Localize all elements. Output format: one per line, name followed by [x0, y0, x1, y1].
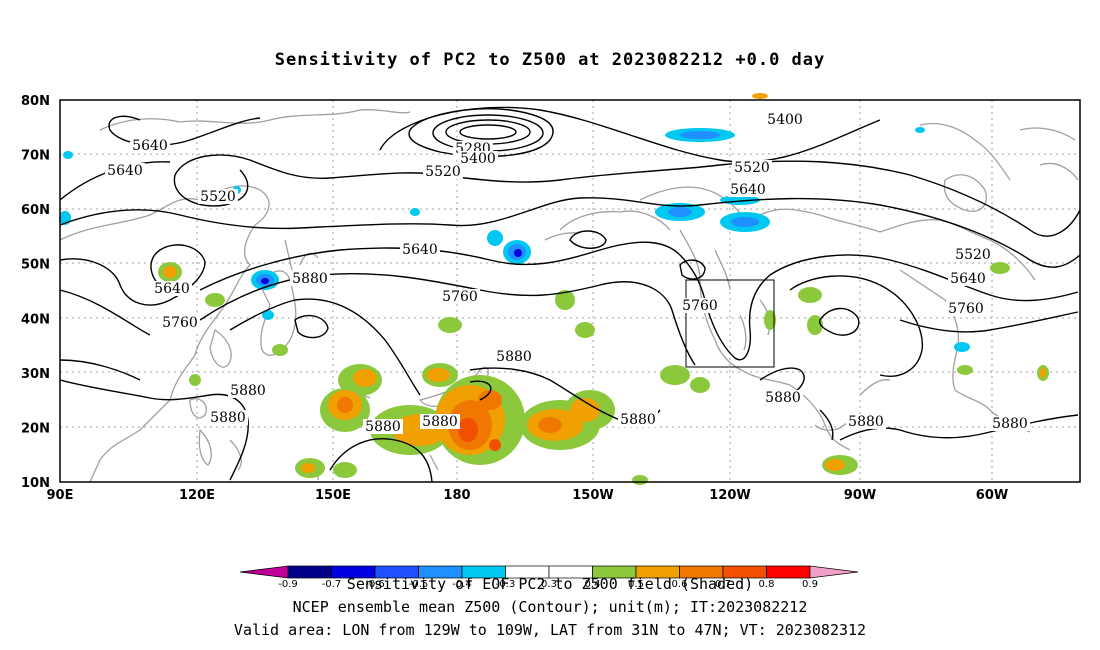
- contour-label-bg: [618, 412, 658, 427]
- map-frame: [59, 99, 1081, 483]
- contour-label-bg: [130, 138, 170, 153]
- colorbar-tick-label: -0.5: [409, 579, 429, 588]
- contour-label-bg: [152, 281, 192, 296]
- contour-label-bg: [400, 242, 440, 257]
- colorbar-tick-label: -0.6: [365, 579, 385, 588]
- colorbar-tick-label: 0.7: [715, 579, 731, 588]
- contour-label-bg: [423, 164, 463, 179]
- contour-label: 5880: [992, 416, 1028, 432]
- sensitivity-shading: [59, 93, 1049, 485]
- valid-area-box: [685, 279, 775, 368]
- caption-valid-area: Valid area: LON from 129W to 109W, LAT f…: [233, 621, 867, 639]
- colorbar-tick-label: 0.6: [672, 579, 688, 588]
- contour-label: 5400: [460, 151, 496, 167]
- longitude-labels: 90E 120E 150E 180 150W 120W 90W 60W: [47, 488, 1009, 503]
- contour-label: 5760: [948, 301, 984, 317]
- contour-label: 5880: [422, 414, 458, 430]
- map-figure: 5280540054005520552055205520564056405640…: [21, 93, 1081, 503]
- lat-label: 20N: [21, 421, 50, 436]
- contour-label-bg: [208, 410, 248, 425]
- contour-label-bg: [363, 419, 403, 434]
- lat-label: 50N: [21, 258, 50, 273]
- contour-label: 5760: [682, 298, 718, 314]
- page-title: Sensitivity of PC2 to Z500 at 2023082212…: [274, 50, 826, 70]
- lon-label: 60W: [976, 488, 1008, 503]
- contour-label: 5880: [496, 349, 532, 365]
- colorbar-tick-label: 0.5: [628, 579, 644, 588]
- contour-label-bg: [846, 414, 886, 429]
- contour-label-bg: [732, 160, 772, 175]
- contour-label-bg: [198, 189, 238, 204]
- lon-label: 90W: [844, 488, 876, 503]
- colorbar-tick-label: -0.4: [452, 579, 472, 588]
- colorbar-tick-label: -0.7: [322, 579, 342, 588]
- contour-label-bg: [765, 112, 805, 127]
- contour-label: 5640: [950, 271, 986, 287]
- lat-label: 30N: [21, 367, 50, 382]
- lat-label: 80N: [21, 94, 50, 109]
- contour-label: 5880: [848, 414, 884, 430]
- contour-label: 5760: [442, 289, 478, 305]
- colorbar-tick-label: 0.4: [585, 579, 601, 588]
- contour-label: 5880: [292, 271, 328, 287]
- contour-label-bg: [420, 414, 460, 429]
- contour-label-bg: [494, 349, 534, 364]
- contour-label: 5640: [154, 281, 190, 297]
- contour-label: 5880: [210, 410, 246, 426]
- contour-label-bg: [290, 271, 330, 286]
- contour-label-bg: [948, 271, 988, 286]
- lon-label: 150E: [315, 488, 351, 503]
- contour-label: 5520: [955, 247, 991, 263]
- lat-label: 60N: [21, 203, 50, 218]
- contour-label-bg: [228, 383, 268, 398]
- caption-shaded: Sensitivity of EOF PC2 to Z500 field (Sh…: [346, 575, 754, 593]
- contour-label-bg: [763, 390, 803, 405]
- colorbar-tick-label: 0.3: [541, 579, 557, 588]
- contour-label: 5880: [365, 419, 401, 435]
- lon-label: 120W: [709, 488, 750, 503]
- lon-label: 150W: [572, 488, 613, 503]
- contour-label-bg: [458, 151, 498, 166]
- lon-label: 90E: [47, 488, 74, 503]
- contour-label: 5520: [200, 189, 236, 205]
- contour-labels: 5280540054005520552055205520564056405640…: [105, 112, 1030, 435]
- contour-label: 5400: [767, 112, 803, 128]
- colorbar-tick-label: -0.9: [278, 579, 298, 588]
- contour-label: 5520: [425, 164, 461, 180]
- contour-label: 5640: [132, 138, 168, 154]
- lat-label: 10N: [21, 476, 50, 491]
- colorbar-tick-label: -0.3: [496, 579, 516, 588]
- contour-label-bg: [953, 247, 993, 262]
- lon-label: 120E: [179, 488, 215, 503]
- latitude-labels: 80N 70N 60N 50N 40N 30N 20N 10N: [21, 94, 50, 491]
- contour-label-bg: [160, 315, 200, 330]
- contour-label-bg: [440, 289, 480, 304]
- lon-label: 180: [443, 488, 470, 503]
- coastlines: [59, 108, 1079, 483]
- contour-label: 5760: [162, 315, 198, 331]
- contour-label: 5640: [107, 163, 143, 179]
- colorbar-tick-label: 0.8: [759, 579, 775, 588]
- colorbar-tick-label: 0.9: [802, 579, 818, 588]
- contour-label-bg: [990, 416, 1030, 431]
- contour-label: 5640: [730, 182, 766, 198]
- contour-label-bg: [946, 301, 986, 316]
- contour-label: 5880: [765, 390, 801, 406]
- contour-label: 5880: [620, 412, 656, 428]
- lat-label: 70N: [21, 149, 50, 164]
- contour-label: 5640: [402, 242, 438, 258]
- contour-label-bg: [728, 182, 768, 197]
- colorbar-swatch: [809, 565, 859, 579]
- contour-label-bg: [680, 298, 720, 313]
- caption-contour: NCEP ensemble mean Z500 (Contour); unit(…: [292, 598, 808, 616]
- contour-label: 5520: [734, 160, 770, 176]
- contour-label: 5880: [230, 383, 266, 399]
- contour-label-bg: [105, 163, 145, 178]
- lat-label: 40N: [21, 312, 50, 327]
- colorbar: -0.9 -0.7 -0.6 -0.5 -0.4 -0.3 0.3 0.4 0.5 0.6 0.7 0…: [240, 565, 859, 588]
